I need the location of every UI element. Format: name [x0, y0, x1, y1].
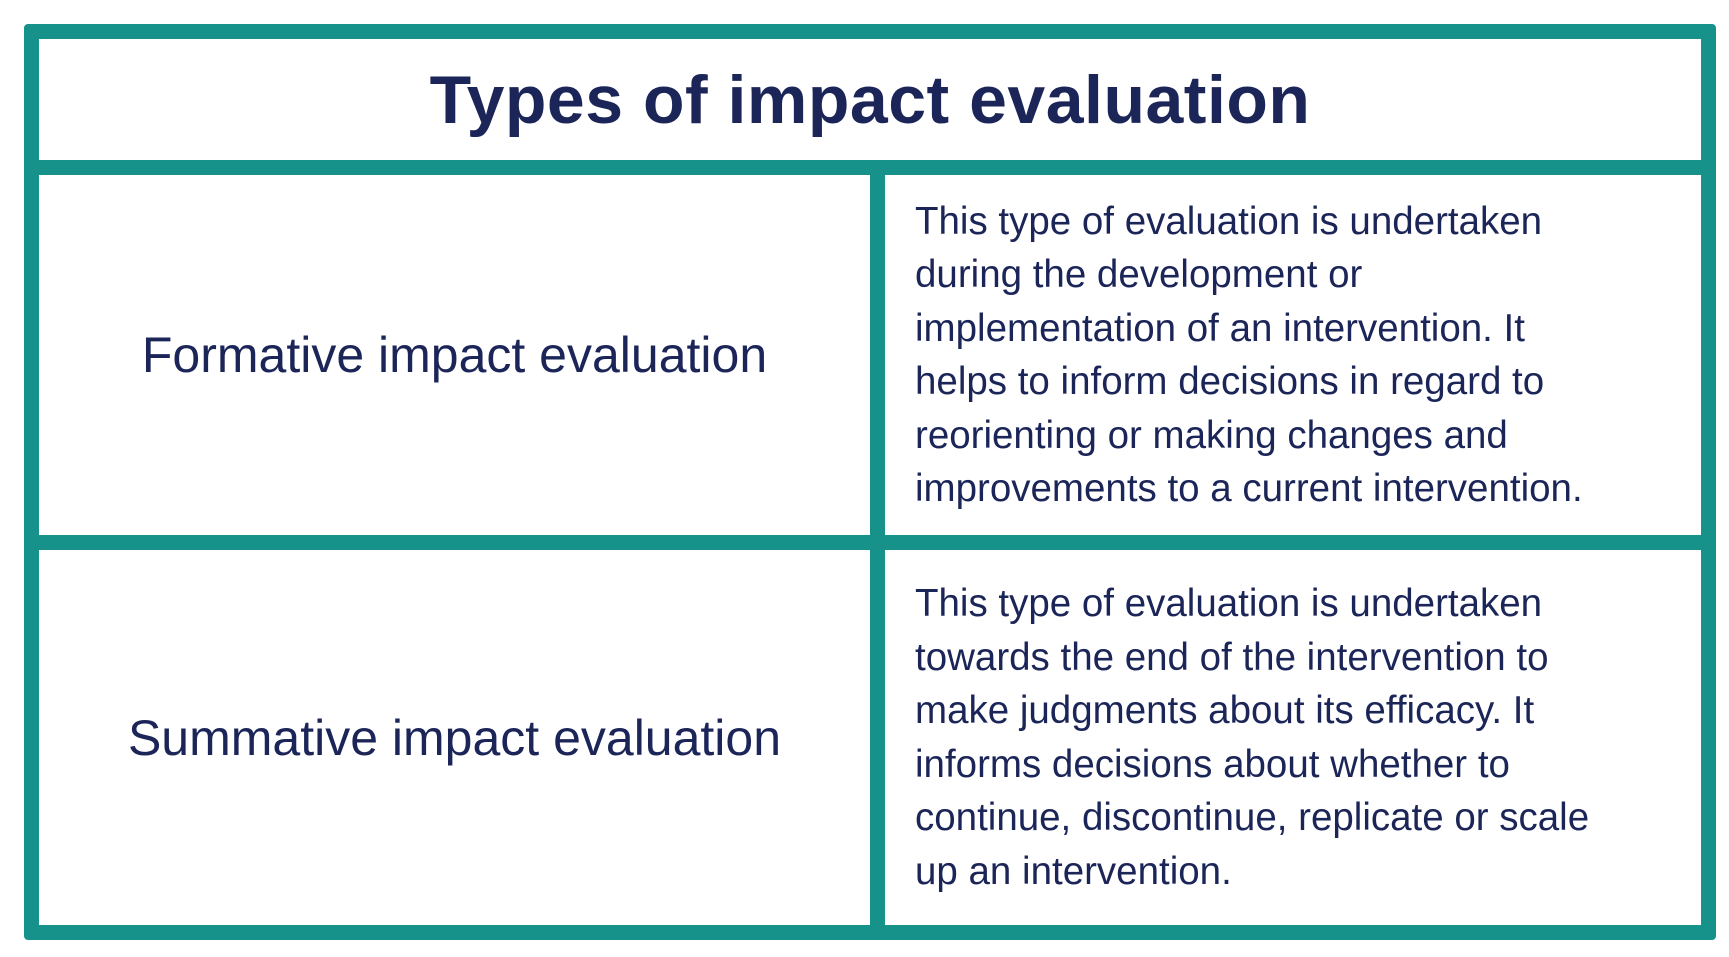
- description-line: helps to inform decisions in regard to: [915, 360, 1545, 403]
- description-line: This type of evaluation is undertaken: [915, 582, 1543, 625]
- description-line: towards the end of the intervention to: [915, 635, 1549, 679]
- description-line: up an intervention.: [915, 849, 1232, 893]
- description-line: make judgments about its efficacy. It: [915, 689, 1535, 732]
- description-line: This type of evaluation is undertaken: [915, 199, 1543, 243]
- description-line: during the development or: [915, 253, 1363, 296]
- table: Types of impact evaluation Formative imp…: [24, 24, 1716, 940]
- description-line: reorienting or making changes and: [915, 413, 1508, 457]
- description-line: implementation of an intervention. It: [915, 306, 1525, 350]
- description-line: improvements to a current intervention.: [915, 467, 1583, 510]
- description-line: continue, discontinue, replicate or scal…: [915, 796, 1590, 839]
- row-label: Formative impact evaluation: [39, 175, 885, 550]
- table-title: Types of impact evaluation: [39, 39, 1701, 175]
- row-label: Summative impact evaluation: [39, 550, 885, 925]
- row-description: This type of evaluation is undertaken dur…: [885, 175, 1701, 550]
- description-line: informs decisions about whether to: [915, 742, 1510, 786]
- row-description: This type of evaluation is undertaken tow…: [885, 550, 1701, 925]
